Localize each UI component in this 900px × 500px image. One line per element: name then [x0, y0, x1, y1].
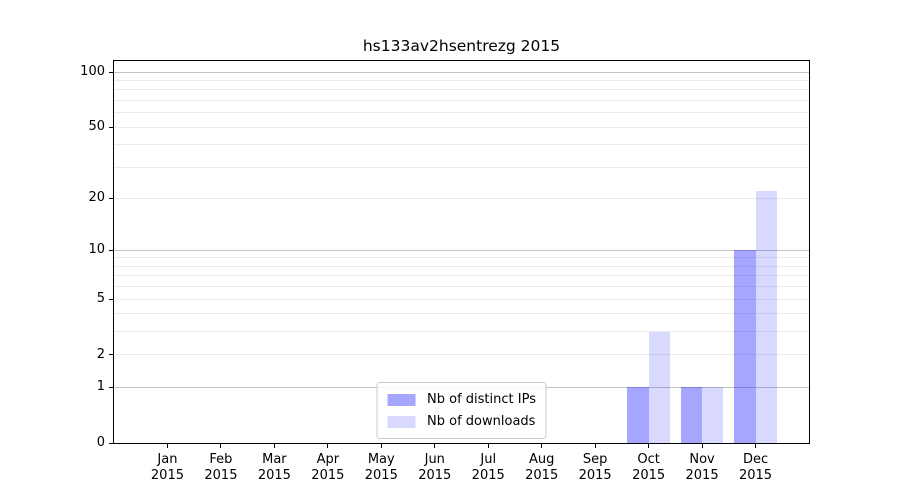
x-tick-label-jun: Jun 2015 — [403, 452, 467, 483]
x-tick-label-apr: Apr 2015 — [296, 452, 360, 483]
x-tick-year: 2015 — [204, 467, 238, 483]
minor-gridline-60 — [114, 112, 809, 114]
x-tick-year: 2015 — [738, 467, 773, 483]
legend-item-downloads: Nb of downloads — [387, 414, 536, 429]
minor-gridline-8 — [114, 265, 809, 267]
x-tick-year: 2015 — [418, 467, 452, 483]
x-tick-aug — [541, 444, 543, 448]
x-tick-label-may: May 2015 — [349, 452, 413, 483]
x-tick-year: 2015 — [685, 467, 719, 483]
y-tick-label-5: 5 — [96, 291, 105, 306]
legend-swatch-distinct-ips — [387, 393, 416, 406]
x-tick-month: Nov — [689, 452, 715, 467]
x-tick-label-feb: Feb 2015 — [189, 452, 253, 483]
x-tick-year: 2015 — [257, 467, 291, 483]
bar-distinct-ips-dec — [734, 250, 756, 443]
plot-area: Nb of distinct IPs Nb of downloads — [113, 60, 810, 444]
minor-gridline-70 — [114, 99, 809, 101]
y-tick-label-1: 1 — [96, 379, 105, 395]
x-tick-jun — [434, 444, 436, 448]
minor-gridline-30 — [114, 166, 809, 168]
x-tick-month: May — [367, 452, 395, 467]
chart-title: hs133av2hsentrezg 2015 — [362, 37, 561, 55]
y-tick-0 — [109, 442, 113, 444]
minor-gridline-2 — [114, 354, 809, 356]
legend-swatch-downloads — [387, 415, 416, 428]
y-tick-label-2: 2 — [96, 346, 105, 362]
minor-gridline-50 — [114, 126, 809, 128]
x-tick-month: Jun — [424, 452, 445, 467]
legend-label-downloads: Nb of downloads — [427, 414, 536, 429]
y-tick-label-50: 50 — [88, 119, 105, 135]
minor-gridline-6 — [114, 286, 809, 288]
x-tick-label-jul: Jul 2015 — [456, 452, 520, 483]
x-tick-label-sep: Sep 2015 — [563, 452, 627, 483]
x-tick-month: Aug — [528, 452, 555, 467]
x-tick-label-nov: Nov 2015 — [670, 452, 734, 483]
minor-gridline-9 — [114, 257, 809, 259]
major-gridline-10 — [114, 249, 809, 251]
x-tick-dec — [755, 444, 757, 448]
x-tick-apr — [327, 444, 329, 448]
x-tick-feb — [220, 444, 222, 448]
y-tick-label-0: 0 — [96, 435, 105, 450]
major-gridline-100 — [114, 71, 809, 73]
x-tick-jan — [166, 444, 168, 448]
x-tick-month: Oct — [637, 452, 660, 467]
x-tick-oct — [648, 444, 650, 448]
y-tick-label-20: 20 — [88, 190, 105, 206]
y-tick-20 — [109, 197, 113, 199]
minor-gridline-7 — [114, 275, 809, 277]
y-tick-5 — [109, 298, 113, 300]
bar-distinct-ips-oct — [627, 387, 649, 443]
y-tick-10 — [109, 249, 113, 251]
x-tick-jul — [487, 444, 489, 448]
x-tick-year: 2015 — [150, 467, 184, 483]
x-tick-month: Mar — [262, 452, 287, 467]
x-tick-sep — [594, 444, 596, 448]
x-tick-nov — [701, 444, 703, 448]
x-tick-year: 2015 — [632, 467, 666, 483]
legend-item-distinct-ips: Nb of distinct IPs — [387, 392, 536, 407]
y-tick-50 — [109, 126, 113, 128]
x-tick-year: 2015 — [525, 467, 559, 483]
minor-gridline-5 — [114, 298, 809, 300]
x-tick-month: Sep — [582, 452, 608, 467]
minor-gridline-80 — [114, 89, 809, 91]
x-tick-label-oct: Oct 2015 — [617, 452, 681, 483]
bar-downloads-nov — [702, 387, 724, 443]
x-tick-label-dec: Dec 2015 — [724, 452, 788, 483]
bar-downloads-dec — [755, 191, 777, 443]
bar-downloads-oct — [648, 331, 670, 443]
x-tick-month: Feb — [209, 452, 233, 467]
x-tick-label-jan: Jan 2015 — [135, 452, 199, 483]
x-tick-mar — [273, 444, 275, 448]
y-tick-label-100: 100 — [80, 64, 105, 80]
x-tick-year: 2015 — [578, 467, 612, 483]
x-tick-label-aug: Aug 2015 — [510, 452, 574, 483]
minor-gridline-20 — [114, 197, 809, 199]
x-tick-year: 2015 — [311, 467, 345, 483]
x-tick-label-mar: Mar 2015 — [242, 452, 306, 483]
y-tick-2 — [109, 354, 113, 356]
x-tick-may — [380, 444, 382, 448]
x-tick-month: Jan — [157, 452, 178, 467]
y-tick-label-10: 10 — [88, 242, 105, 258]
x-tick-month: Jul — [480, 452, 497, 467]
x-tick-year: 2015 — [471, 467, 505, 483]
minor-gridline-90 — [114, 80, 809, 81]
legend: Nb of distinct IPs Nb of downloads — [376, 382, 547, 439]
legend-label-distinct-ips: Nb of distinct IPs — [427, 392, 536, 407]
x-tick-month: Apr — [316, 452, 340, 467]
bar-distinct-ips-nov — [680, 387, 703, 443]
x-tick-year: 2015 — [364, 467, 398, 483]
minor-gridline-3 — [114, 331, 809, 333]
y-tick-100 — [109, 71, 113, 73]
x-tick-month: Dec — [742, 452, 769, 467]
minor-gridline-40 — [114, 144, 809, 146]
minor-gridline-4 — [114, 313, 809, 315]
y-tick-1 — [109, 386, 113, 388]
